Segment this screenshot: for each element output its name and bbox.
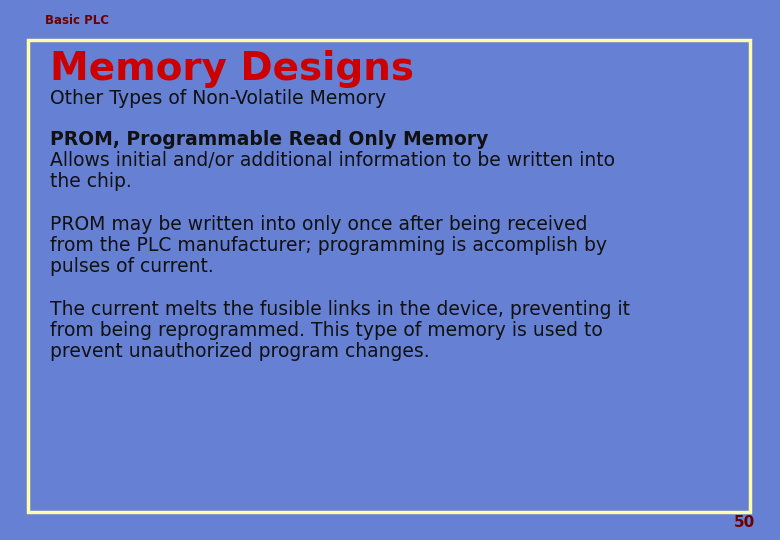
Text: the chip.: the chip. xyxy=(50,172,132,191)
Text: Other Types of Non-Volatile Memory: Other Types of Non-Volatile Memory xyxy=(50,89,386,108)
Text: Basic PLC: Basic PLC xyxy=(45,14,109,27)
Text: Memory Designs: Memory Designs xyxy=(50,50,414,88)
Text: pulses of current.: pulses of current. xyxy=(50,257,214,276)
Text: PROM may be written into only once after being received: PROM may be written into only once after… xyxy=(50,215,587,234)
FancyBboxPatch shape xyxy=(28,40,750,512)
Text: PROM, Programmable Read Only Memory: PROM, Programmable Read Only Memory xyxy=(50,130,488,149)
Text: from the PLC manufacturer; programming is accomplish by: from the PLC manufacturer; programming i… xyxy=(50,236,607,255)
Text: from being reprogrammed. This type of memory is used to: from being reprogrammed. This type of me… xyxy=(50,321,603,340)
Text: Allows initial and/or additional information to be written into: Allows initial and/or additional informa… xyxy=(50,151,615,170)
Text: 50: 50 xyxy=(734,515,755,530)
Text: prevent unauthorized program changes.: prevent unauthorized program changes. xyxy=(50,342,430,361)
Text: The current melts the fusible links in the device, preventing it: The current melts the fusible links in t… xyxy=(50,300,630,319)
